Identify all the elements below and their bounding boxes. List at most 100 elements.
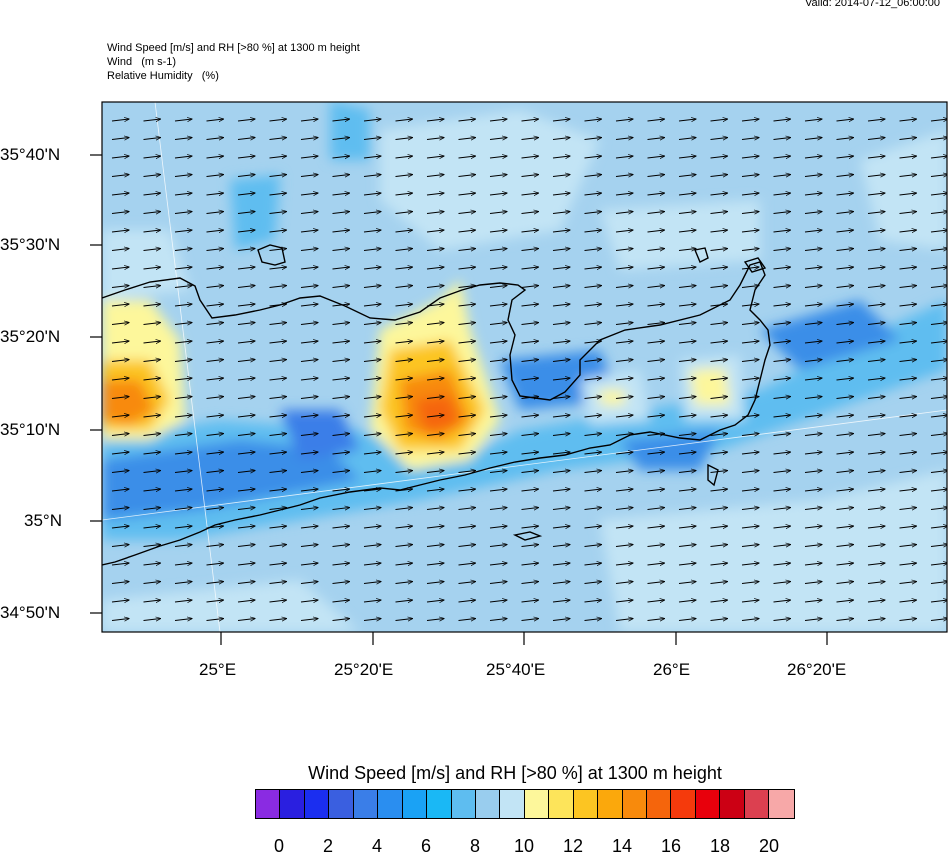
wind-arrow [647, 341, 665, 343]
wind-arrow [552, 230, 570, 232]
title-line-2: Wind (m s-1) [107, 56, 177, 68]
wind-arrow [615, 193, 633, 195]
wind-arrow [521, 138, 539, 140]
wind-arrow [647, 397, 665, 399]
colorbar-swatch [280, 790, 305, 818]
wind-arrow [458, 378, 476, 380]
wind-arrow [458, 304, 476, 306]
wind-arrow [395, 378, 413, 380]
wind-arrow [584, 471, 602, 473]
wind-arrow [426, 304, 444, 306]
wind-arrow [174, 212, 192, 214]
wind-arrow [647, 563, 665, 565]
wind-arrow [269, 286, 287, 288]
wind-arrow [678, 267, 696, 269]
wind-arrow [395, 138, 413, 140]
wind-arrow [804, 452, 822, 454]
wind-arrow [615, 619, 633, 621]
wind-arrow [710, 193, 728, 195]
wind-arrow [804, 600, 822, 602]
wind-arrow [836, 582, 854, 584]
wind-arrow [615, 249, 633, 251]
wind-arrow [804, 304, 822, 306]
wind-arrow [363, 415, 381, 417]
colorbar-swatch [598, 790, 623, 818]
wind-speed-contours [102, 102, 947, 632]
wind-arrow [615, 175, 633, 177]
wind-arrow [300, 193, 318, 195]
wind-arrow [615, 415, 633, 417]
wind-vectors [111, 119, 947, 621]
wind-arrow [867, 619, 885, 621]
wind-arrow [174, 619, 192, 621]
wind-arrow [521, 175, 539, 177]
wind-arrow [521, 397, 539, 399]
colorbar-tick-label: 16 [660, 836, 682, 856]
wind-arrow [930, 286, 947, 288]
wind-arrow [489, 619, 507, 621]
wind-arrow [710, 286, 728, 288]
wind-arrow [332, 212, 350, 214]
wind-arrow [458, 397, 476, 399]
wind-arrow [552, 304, 570, 306]
wind-arrow [300, 619, 318, 621]
wind-arrow [332, 267, 350, 269]
wind-arrow [899, 415, 917, 417]
wind-arrow [458, 434, 476, 436]
wind-arrow [111, 397, 129, 399]
wind-arrow [269, 434, 287, 436]
wind-arrow [867, 526, 885, 528]
wind-arrow [521, 193, 539, 195]
wind-arrow [899, 452, 917, 454]
wind-arrow [143, 563, 161, 565]
wind-arrow [647, 267, 665, 269]
wind-arrow [363, 489, 381, 491]
wind-arrow [867, 230, 885, 232]
wind-arrow [363, 119, 381, 121]
wind-arrow [332, 619, 350, 621]
wind-arrow [300, 526, 318, 528]
wind-arrow [867, 249, 885, 251]
wind-arrow [269, 212, 287, 214]
wind-arrow [269, 267, 287, 269]
wind-arrow [804, 434, 822, 436]
wind-arrow [269, 489, 287, 491]
wind-arrow [489, 489, 507, 491]
wind-arrow [899, 212, 917, 214]
lon-label-0: 25°E [199, 660, 237, 679]
wind-arrow [206, 323, 224, 325]
wind-arrow [111, 212, 129, 214]
wind-arrow [584, 323, 602, 325]
wind-arrow [647, 508, 665, 510]
crete-coastline [102, 244, 771, 566]
wind-arrow [773, 434, 791, 436]
wind-arrow [300, 304, 318, 306]
wind-arrow [741, 119, 759, 121]
wind-arrow [111, 545, 129, 547]
wind-arrow [363, 138, 381, 140]
wind-arrow [867, 212, 885, 214]
wind-arrow [836, 360, 854, 362]
wind-arrow [489, 175, 507, 177]
wind-arrow [300, 119, 318, 121]
wind-arrow [930, 434, 947, 436]
wind-arrow [741, 489, 759, 491]
wind-arrow [584, 619, 602, 621]
wind-arrow [395, 471, 413, 473]
wind-arrow [206, 138, 224, 140]
wind-arrow [237, 156, 255, 158]
wind-arrow [395, 452, 413, 454]
wind-arrow [363, 156, 381, 158]
wind-arrow [300, 582, 318, 584]
wind-arrow [174, 175, 192, 177]
wind-arrow [363, 175, 381, 177]
wind-arrow [867, 489, 885, 491]
wind-arrow [300, 156, 318, 158]
wind-arrow [615, 230, 633, 232]
wind-arrow [395, 119, 413, 121]
wind-arrow [773, 489, 791, 491]
wind-arrow [647, 212, 665, 214]
colorbar [255, 789, 795, 819]
wind-arrow [710, 619, 728, 621]
